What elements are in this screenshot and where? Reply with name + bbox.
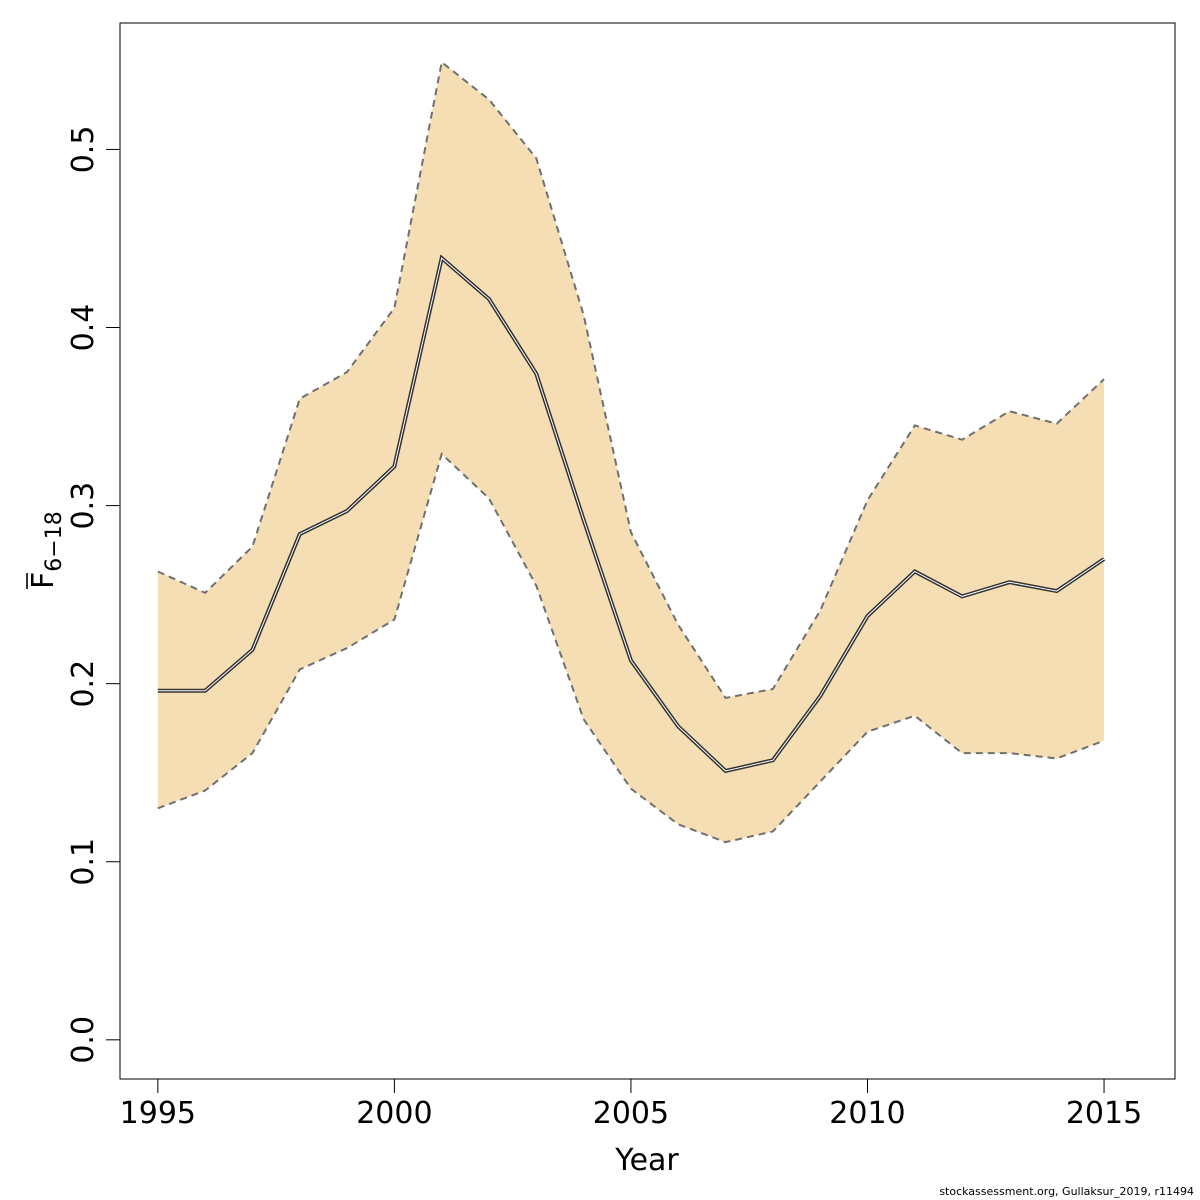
- y-tick-label: 0.0: [66, 1016, 101, 1064]
- svg-text:F6−18: F6−18: [26, 511, 67, 589]
- x-tick-label: 1995: [120, 1096, 196, 1131]
- y-tick-label: 0.5: [66, 126, 101, 174]
- credit-text: stockassessment.org, Gullaksur_2019, r11…: [939, 1185, 1194, 1198]
- confidence-band-layer: [157, 62, 1105, 843]
- lower-bound-line: [157, 452, 1105, 844]
- x-axis: 1995 2000 2005 2010 2015: [120, 1078, 1142, 1131]
- y-axis-title: F6−18: [26, 511, 67, 589]
- y-axis-title-subscript: 6−18: [42, 511, 67, 571]
- series-lines-layer: [157, 60, 1106, 844]
- y-tick-label: 0.3: [66, 482, 101, 530]
- x-tick-label: 2015: [1066, 1096, 1142, 1131]
- x-tick-label: 2005: [593, 1096, 669, 1131]
- y-tick-label: 0.1: [66, 838, 101, 886]
- confidence-band: [157, 62, 1105, 843]
- upper-bound-line: [157, 60, 1105, 700]
- x-tick-label: 2010: [829, 1096, 905, 1131]
- estimate-line-inner: [157, 257, 1105, 772]
- y-axis-title-main: F: [26, 572, 61, 589]
- x-tick-label: 2000: [356, 1096, 432, 1131]
- y-axis: 0.0 0.1 0.2 0.3 0.4 0.5: [66, 126, 121, 1064]
- y-tick-label: 0.4: [66, 304, 101, 352]
- y-tick-label: 0.2: [66, 660, 101, 708]
- x-axis-title: Year: [614, 1143, 679, 1178]
